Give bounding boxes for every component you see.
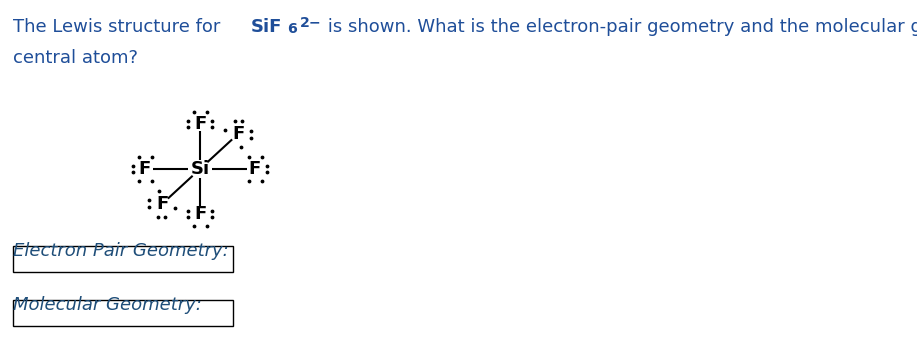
Text: 6: 6 [287,22,297,36]
Text: F: F [138,160,151,178]
Text: is shown. What is the electron-pair geometry and the molecular geometry around t: is shown. What is the electron-pair geom… [322,18,917,36]
Text: Electron Pair Geometry:: Electron Pair Geometry: [13,242,228,260]
Text: Molecular Geometry:: Molecular Geometry: [13,296,202,314]
Text: central atom?: central atom? [13,49,138,67]
Text: Si: Si [191,160,210,178]
Text: 2−: 2− [300,16,322,30]
Text: The Lewis structure for: The Lewis structure for [13,18,226,36]
FancyBboxPatch shape [13,300,233,326]
Text: F: F [193,115,206,133]
Text: F: F [156,195,168,213]
FancyBboxPatch shape [13,246,233,272]
Text: F: F [249,160,261,178]
Text: SiF: SiF [251,18,282,36]
Text: F: F [193,205,206,223]
Text: F: F [232,125,244,143]
